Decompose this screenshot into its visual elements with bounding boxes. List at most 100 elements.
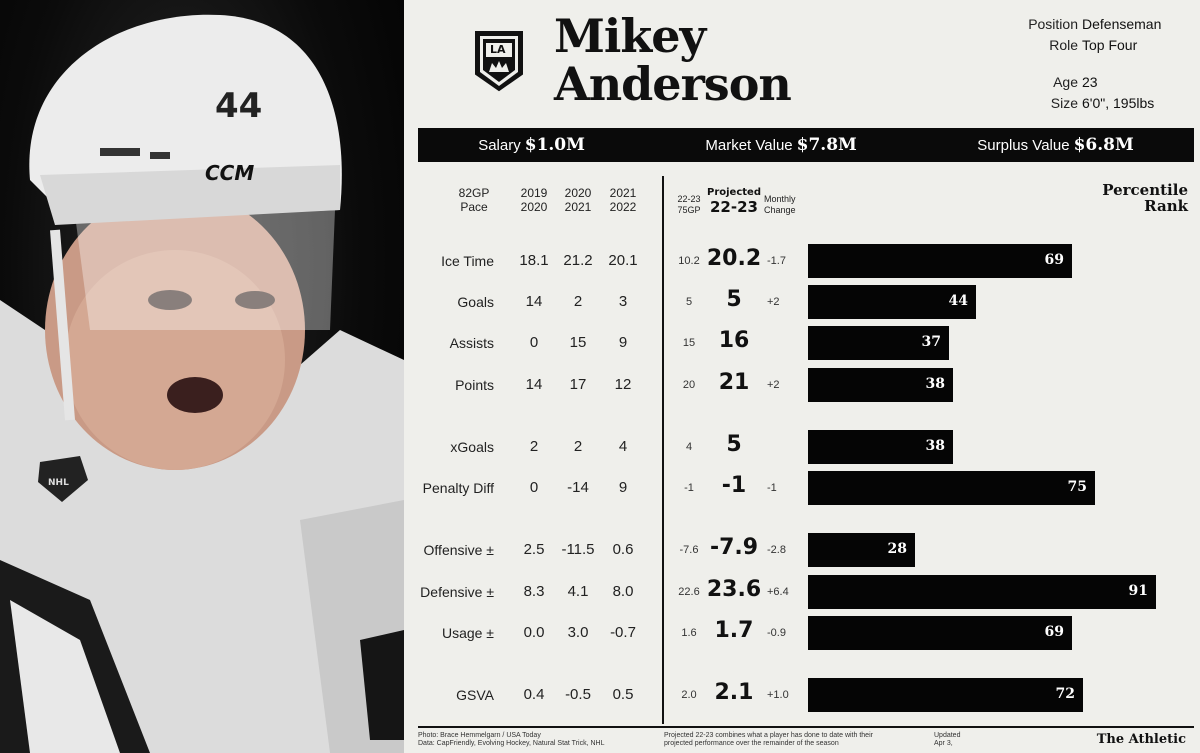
- stat-2019-2020: 8.3: [523, 583, 545, 600]
- stat-projected: -7.9: [709, 535, 759, 560]
- footer-note-line1: Projected 22-23 combines what a player h…: [664, 732, 873, 739]
- stat-75gp: 10.2: [678, 255, 700, 267]
- percentile-value-label: 69: [1044, 624, 1064, 640]
- percentile-bar: 38: [808, 368, 953, 402]
- column-divider: [662, 176, 664, 724]
- size-label: Size: [1050, 95, 1078, 111]
- percentile-bar: 38: [808, 430, 953, 464]
- stat-2019-2020: 14: [525, 293, 543, 310]
- stat-75gp: 15: [682, 337, 696, 349]
- stat-2019-2020: 0: [529, 479, 539, 496]
- percentile-bar: 91: [808, 575, 1156, 609]
- header-year3-line1: 2021: [609, 186, 637, 200]
- stat-monthly-change: -2.8: [767, 544, 786, 556]
- stat-2021-2022: 12: [614, 376, 632, 393]
- stat-2021-2022: 9: [618, 479, 628, 496]
- header-projected-line1: Projected: [707, 187, 761, 198]
- percentile-value-label: 37: [921, 334, 941, 350]
- stat-2021-2022: 20.1: [608, 252, 638, 269]
- stat-label: Assists: [449, 335, 494, 351]
- brand-logo: The Athletic: [1096, 732, 1186, 747]
- stat-2020-2021: -14: [567, 479, 589, 496]
- header-pace-line1: 82GP: [458, 186, 490, 200]
- percentile-bar: 69: [808, 616, 1072, 650]
- stat-2021-2022: 0.5: [612, 686, 634, 703]
- market-value-label: Market Value: [705, 137, 793, 154]
- footer-note-line2: projected performance over the remainder…: [664, 740, 839, 747]
- age-value: 23: [1082, 74, 1098, 90]
- player-bio: Position Defenseman Role Top Four Age 23 Si…: [1028, 14, 1182, 114]
- percentile-bar: 44: [808, 285, 976, 319]
- stat-2019-2020: 2: [529, 438, 539, 455]
- stat-label: Usage ±: [441, 625, 494, 641]
- size-value: 6'0", 195lbs: [1082, 95, 1155, 111]
- stat-75gp: 5: [685, 296, 693, 308]
- stat-label: Ice Time: [441, 253, 494, 269]
- stat-projected: 1.7: [714, 618, 754, 643]
- percentile-value-label: 75: [1067, 479, 1087, 495]
- stat-2021-2022: 0.6: [612, 541, 634, 558]
- stat-monthly-change: +2: [767, 296, 780, 308]
- stat-2020-2021: 15: [569, 334, 587, 351]
- stat-projected: 5: [726, 432, 742, 457]
- header-projected-line2: 22-23: [710, 198, 758, 216]
- stat-label: Offensive ±: [423, 542, 494, 558]
- age-label: Age: [1053, 74, 1078, 90]
- player-first-name: Mikey: [554, 9, 706, 63]
- stat-label: GSVA: [456, 687, 494, 703]
- header-pace: 82GP Pace: [444, 186, 504, 214]
- stat-2020-2021: 2: [573, 438, 583, 455]
- team-logo: LA: [474, 30, 524, 92]
- header-percentile-line1: Percentile: [1102, 181, 1188, 199]
- header-year2-line2: 2021: [564, 200, 592, 214]
- percentile-value-label: 38: [925, 438, 945, 454]
- header-monthly-change: Monthly Change: [764, 194, 808, 216]
- team-logo-text: LA: [490, 43, 506, 56]
- percentile-value-label: 44: [948, 293, 968, 309]
- role-label: Role: [1049, 37, 1078, 53]
- header-percentile-rank: Percentile Rank: [1102, 182, 1188, 214]
- stat-2020-2021: 2: [573, 293, 583, 310]
- stat-monthly-change: +2: [767, 379, 780, 391]
- footer-credits: Photo: Brace Hemmelgarn / USA Today Data…: [418, 732, 604, 748]
- footer-note: Projected 22-23 combines what a player h…: [664, 732, 873, 748]
- stat-2019-2020: 0.4: [523, 686, 545, 703]
- header-year3-line2: 2022: [609, 200, 637, 214]
- stat-2021-2022: 3: [618, 293, 628, 310]
- footer-divider: [418, 726, 1194, 728]
- stat-2020-2021: 3.0: [567, 624, 589, 641]
- stat-projected: -1: [721, 473, 747, 498]
- svg-text:CCM: CCM: [205, 161, 254, 185]
- salary-value: $1.0M: [524, 135, 585, 155]
- header-year1-line2: 2020: [520, 200, 548, 214]
- stat-2021-2022: 9: [618, 334, 628, 351]
- stat-2020-2021: 21.2: [563, 252, 593, 269]
- stat-75gp: 2.0: [681, 689, 697, 701]
- stat-projected: 16: [718, 328, 750, 353]
- stat-label: Points: [455, 377, 494, 393]
- percentile-value-label: 38: [925, 376, 945, 392]
- stat-monthly-change: -0.9: [767, 627, 786, 639]
- percentile-bar: 72: [808, 678, 1083, 712]
- percentile-value-label: 69: [1044, 252, 1064, 268]
- stat-projected: 5: [726, 287, 742, 312]
- header-percentile-line2: Rank: [1144, 197, 1188, 215]
- stat-75gp: 4: [685, 441, 693, 453]
- contract-banner: Salary $1.0M Market Value $7.8M Surplus Va…: [418, 128, 1194, 162]
- footer-updated-label: Updated: [934, 732, 961, 739]
- stat-75gp: 1.6: [681, 627, 697, 639]
- stat-label: Goals: [457, 294, 494, 310]
- stat-projected: 23.6: [706, 577, 762, 602]
- stat-75gp: -7.6: [679, 544, 699, 556]
- stat-2020-2021: -0.5: [565, 686, 591, 703]
- position-value: Defenseman: [1082, 16, 1162, 32]
- stat-2021-2022: -0.7: [610, 624, 636, 641]
- header-year3: 2021 2022: [603, 186, 643, 214]
- footer-photo-credit: Photo: Brace Hemmelgarn / USA Today: [418, 732, 541, 739]
- stat-2021-2022: 4: [618, 438, 628, 455]
- stat-2020-2021: 17: [569, 376, 587, 393]
- header-75gp-line2: 75GP: [677, 205, 701, 215]
- stat-75gp: 20: [682, 379, 696, 391]
- stat-monthly-change: -1: [767, 482, 777, 494]
- header-year2: 2020 2021: [558, 186, 598, 214]
